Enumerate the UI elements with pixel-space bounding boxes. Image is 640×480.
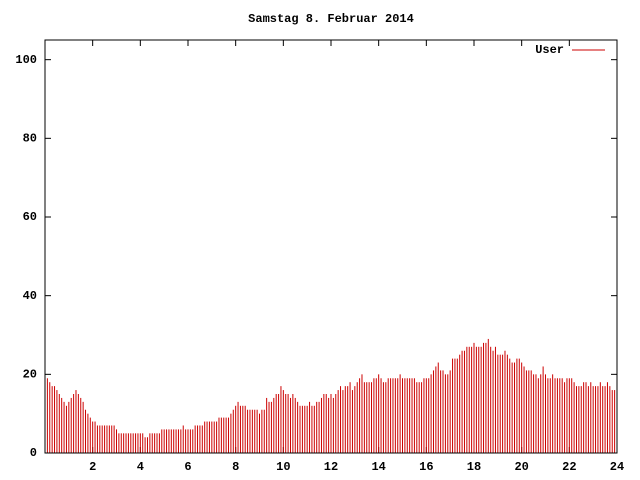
x-tick-label: 2	[89, 460, 96, 474]
y-tick-label: 40	[23, 289, 37, 303]
x-tick-label: 20	[514, 460, 528, 474]
y-tick-label: 20	[23, 368, 37, 382]
legend-label: User	[535, 43, 564, 57]
y-tick-label: 60	[23, 210, 37, 224]
x-tick-label: 12	[324, 460, 338, 474]
y-tick-label: 0	[30, 446, 37, 460]
x-tick-label: 24	[610, 460, 624, 474]
plot-frame	[44, 39, 618, 454]
chart-title: Samstag 8. Februar 2014	[248, 12, 414, 26]
x-tick-label: 14	[371, 460, 385, 474]
x-tick-label: 4	[137, 460, 144, 474]
y-tick-label: 80	[23, 132, 37, 146]
x-tick-label: 10	[276, 460, 290, 474]
x-tick-label: 6	[184, 460, 191, 474]
x-tick-label: 22	[562, 460, 576, 474]
x-tick-label: 18	[467, 460, 481, 474]
y-tick-label: 100	[15, 53, 37, 67]
x-tick-label: 16	[419, 460, 433, 474]
x-tick-label: 8	[232, 460, 239, 474]
